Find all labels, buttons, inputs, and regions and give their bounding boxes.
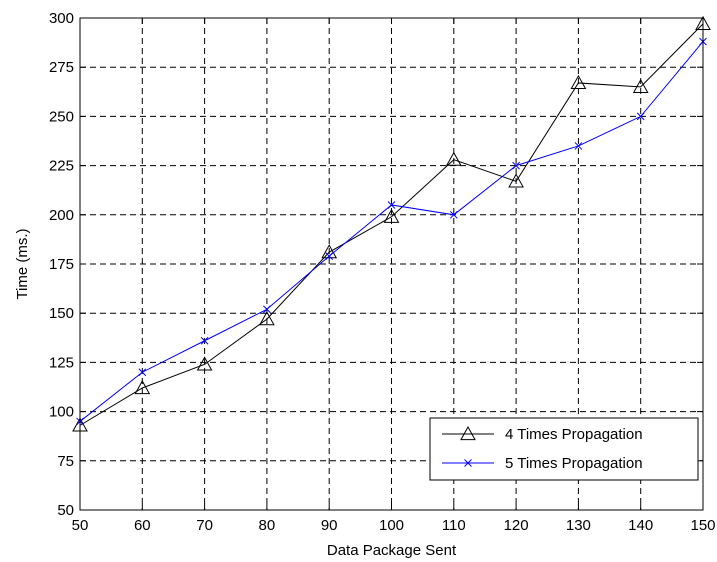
y-tick-label: 250 <box>49 108 74 125</box>
data-point-x <box>138 368 147 377</box>
x-tick-labels: 50 60 70 80 90 100 110 120 130 140 150 <box>72 517 716 534</box>
x-marker-stroke <box>574 142 583 150</box>
legend-triangle <box>460 425 476 441</box>
x-marker-stroke <box>512 161 520 170</box>
x-tick-label: 110 <box>442 517 466 534</box>
y-tick-label: 175 <box>49 256 74 273</box>
y-tick-label: 75 <box>57 453 74 470</box>
plot-frame <box>79 17 704 511</box>
x-tick-label: 60 <box>134 517 151 534</box>
data-point-triangle <box>259 311 275 326</box>
x-marker-stroke <box>200 336 209 345</box>
y-tick-label: 300 <box>49 10 74 27</box>
x-tick-label: 120 <box>504 517 529 534</box>
legend-x-marker <box>464 459 472 467</box>
x-marker-stroke <box>464 459 472 467</box>
series-line-4-times <box>79 23 704 426</box>
y-tick-label: 275 <box>49 59 74 76</box>
y-tick-label: 150 <box>49 305 74 322</box>
data-point-triangle <box>321 244 338 259</box>
data-point-triangle <box>570 74 587 90</box>
x-tick-label: 80 <box>259 517 276 534</box>
data-point-triangle <box>196 356 213 371</box>
y-tick-label: 125 <box>49 354 74 371</box>
x-marker-stroke <box>138 368 147 377</box>
legend-label-5-times: 5 Times Propagation <box>505 455 643 472</box>
x-marker-stroke <box>325 252 334 260</box>
legend-x <box>464 459 472 467</box>
x-tick-label: 50 <box>72 517 89 534</box>
data-point-x <box>200 336 209 345</box>
x-tick-label: 130 <box>566 517 591 534</box>
data-point-x <box>512 161 520 170</box>
x-tick-label: 90 <box>321 517 338 534</box>
y-tick-labels: 50 75 100 125 150 175 200 225 250 275 300 <box>49 10 74 519</box>
x-marker-stroke <box>263 305 271 314</box>
y-axis-label: Time (ms.) <box>14 228 31 299</box>
data-point-x <box>263 305 271 314</box>
data-point-triangle <box>383 208 400 223</box>
data-point-triangle <box>445 151 462 166</box>
grid-lines <box>80 18 703 510</box>
data-point-triangle <box>134 379 151 395</box>
x-marker-stroke <box>636 112 645 121</box>
y-tick-label: 200 <box>49 207 74 224</box>
data-point-triangle <box>508 173 524 188</box>
x-marker-stroke <box>449 210 458 219</box>
y-tick-label: 50 <box>57 502 74 519</box>
legend-label-4-times: 4 Times Propagation <box>505 426 643 443</box>
x-tick-label: 150 <box>690 517 715 534</box>
y-tick-label: 100 <box>49 404 74 421</box>
x-tick-label: 100 <box>379 517 404 534</box>
x-tick-label: 140 <box>628 517 653 534</box>
x-marker-stroke <box>387 201 396 209</box>
data-point-triangle <box>632 78 649 93</box>
data-point-x <box>325 252 334 260</box>
x-axis-label: Data Package Sent <box>327 542 457 559</box>
y-tick-label: 225 <box>49 158 74 175</box>
data-point-x <box>574 142 583 150</box>
x-tick-label: 70 <box>196 517 213 534</box>
legend-box <box>429 417 699 481</box>
series-group <box>72 15 711 432</box>
legend-triangle-marker <box>460 425 476 441</box>
data-point-x <box>636 112 645 121</box>
data-point-x <box>387 201 396 209</box>
legend: 4 Times Propagation 5 Times Propagation <box>429 417 699 481</box>
data-point-x <box>449 210 458 219</box>
